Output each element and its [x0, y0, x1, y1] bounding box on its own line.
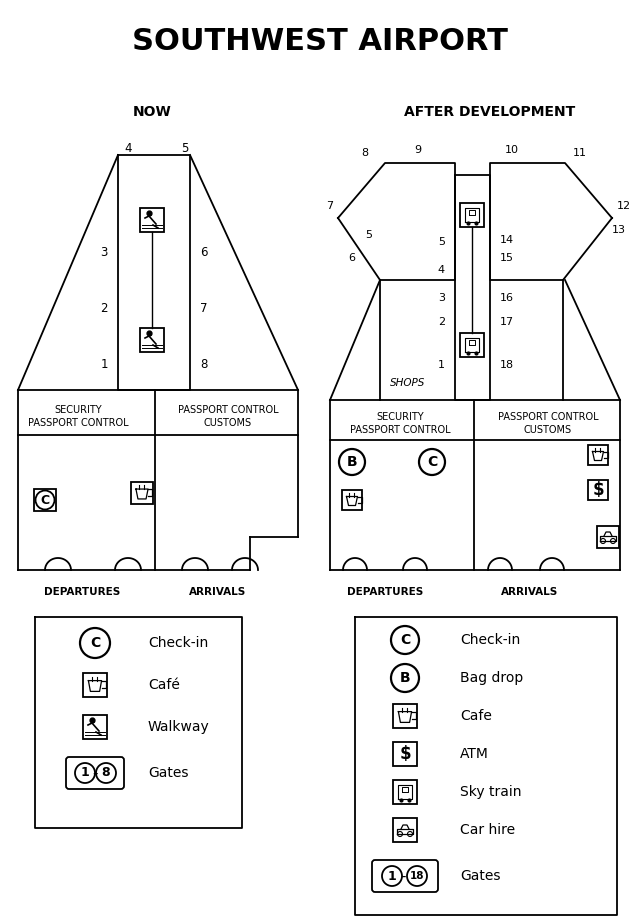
Text: 13: 13: [612, 225, 626, 235]
Text: SECURITY: SECURITY: [376, 412, 424, 422]
Text: 10: 10: [505, 145, 519, 155]
Text: ARRIVALS: ARRIVALS: [501, 587, 559, 597]
Text: PASSPORT CONTROL: PASSPORT CONTROL: [178, 405, 278, 415]
Text: 4: 4: [438, 265, 445, 275]
Text: C: C: [427, 455, 437, 469]
Text: 18: 18: [500, 360, 514, 370]
Text: PASSPORT CONTROL: PASSPORT CONTROL: [498, 412, 598, 422]
Bar: [140, 328, 164, 352]
Text: $: $: [592, 481, 604, 499]
Text: 6: 6: [200, 246, 207, 258]
Bar: [393, 780, 417, 804]
Bar: [83, 715, 107, 739]
Text: 7: 7: [200, 302, 207, 315]
Text: 8: 8: [200, 358, 207, 371]
Bar: [460, 333, 484, 357]
Text: 18: 18: [410, 871, 424, 881]
Text: DEPARTURES: DEPARTURES: [347, 587, 423, 597]
Text: 8: 8: [102, 766, 110, 780]
Bar: [140, 208, 164, 232]
Text: 7: 7: [326, 201, 333, 211]
Text: B: B: [400, 671, 410, 685]
Text: C: C: [40, 494, 49, 507]
Bar: [393, 742, 417, 766]
Text: 5: 5: [438, 237, 445, 247]
Bar: [393, 704, 417, 728]
Text: ATM: ATM: [460, 747, 489, 761]
Text: C: C: [90, 636, 100, 650]
Bar: [460, 203, 484, 227]
Text: SECURITY: SECURITY: [54, 405, 102, 415]
Bar: [597, 526, 619, 548]
Text: Café: Café: [148, 678, 180, 692]
Text: 15: 15: [500, 253, 514, 263]
Text: Check-in: Check-in: [460, 633, 520, 647]
Text: 11: 11: [573, 148, 587, 158]
Text: 3: 3: [438, 293, 445, 303]
Text: CUSTOMS: CUSTOMS: [524, 425, 572, 435]
Text: Check-in: Check-in: [148, 636, 208, 650]
Text: 5: 5: [365, 230, 372, 240]
Text: Bag drop: Bag drop: [460, 671, 524, 685]
Text: Sky train: Sky train: [460, 785, 522, 799]
Text: PASSPORT CONTROL: PASSPORT CONTROL: [28, 418, 128, 428]
Text: 1: 1: [100, 358, 108, 371]
Bar: [588, 480, 608, 500]
Text: SHOPS: SHOPS: [390, 378, 426, 388]
Text: NOW: NOW: [132, 105, 172, 119]
Text: 2: 2: [100, 302, 108, 315]
Text: 3: 3: [100, 246, 108, 258]
Text: DEPARTURES: DEPARTURES: [44, 587, 120, 597]
Text: 9: 9: [415, 145, 422, 155]
Text: $: $: [399, 745, 411, 763]
Text: -: -: [400, 869, 406, 883]
Text: 17: 17: [500, 317, 514, 327]
Text: 14: 14: [500, 235, 514, 245]
Text: 2: 2: [438, 317, 445, 327]
Text: Gates: Gates: [460, 869, 500, 883]
Text: Walkway: Walkway: [148, 720, 210, 734]
Bar: [131, 482, 153, 504]
Text: 4: 4: [124, 141, 132, 154]
Bar: [34, 489, 56, 511]
Bar: [342, 490, 362, 510]
Text: PASSPORT CONTROL: PASSPORT CONTROL: [349, 425, 451, 435]
Bar: [588, 445, 608, 465]
Text: ARRIVALS: ARRIVALS: [189, 587, 246, 597]
Text: B: B: [347, 455, 357, 469]
Text: 5: 5: [181, 141, 189, 154]
Text: 6: 6: [348, 253, 355, 263]
Text: AFTER DEVELOPMENT: AFTER DEVELOPMENT: [404, 105, 575, 119]
Text: 8: 8: [362, 148, 369, 158]
Text: SOUTHWEST AIRPORT: SOUTHWEST AIRPORT: [132, 28, 508, 56]
Text: Cafe: Cafe: [460, 709, 492, 723]
Text: 1: 1: [81, 766, 90, 780]
Text: 1: 1: [438, 360, 445, 370]
Text: 12: 12: [617, 201, 631, 211]
Bar: [393, 818, 417, 842]
Text: -: -: [92, 765, 98, 781]
Text: 1: 1: [388, 869, 396, 882]
Bar: [83, 673, 107, 697]
Text: Gates: Gates: [148, 766, 189, 780]
Text: Car hire: Car hire: [460, 823, 515, 837]
Text: CUSTOMS: CUSTOMS: [204, 418, 252, 428]
Text: C: C: [400, 633, 410, 647]
Text: 16: 16: [500, 293, 514, 303]
